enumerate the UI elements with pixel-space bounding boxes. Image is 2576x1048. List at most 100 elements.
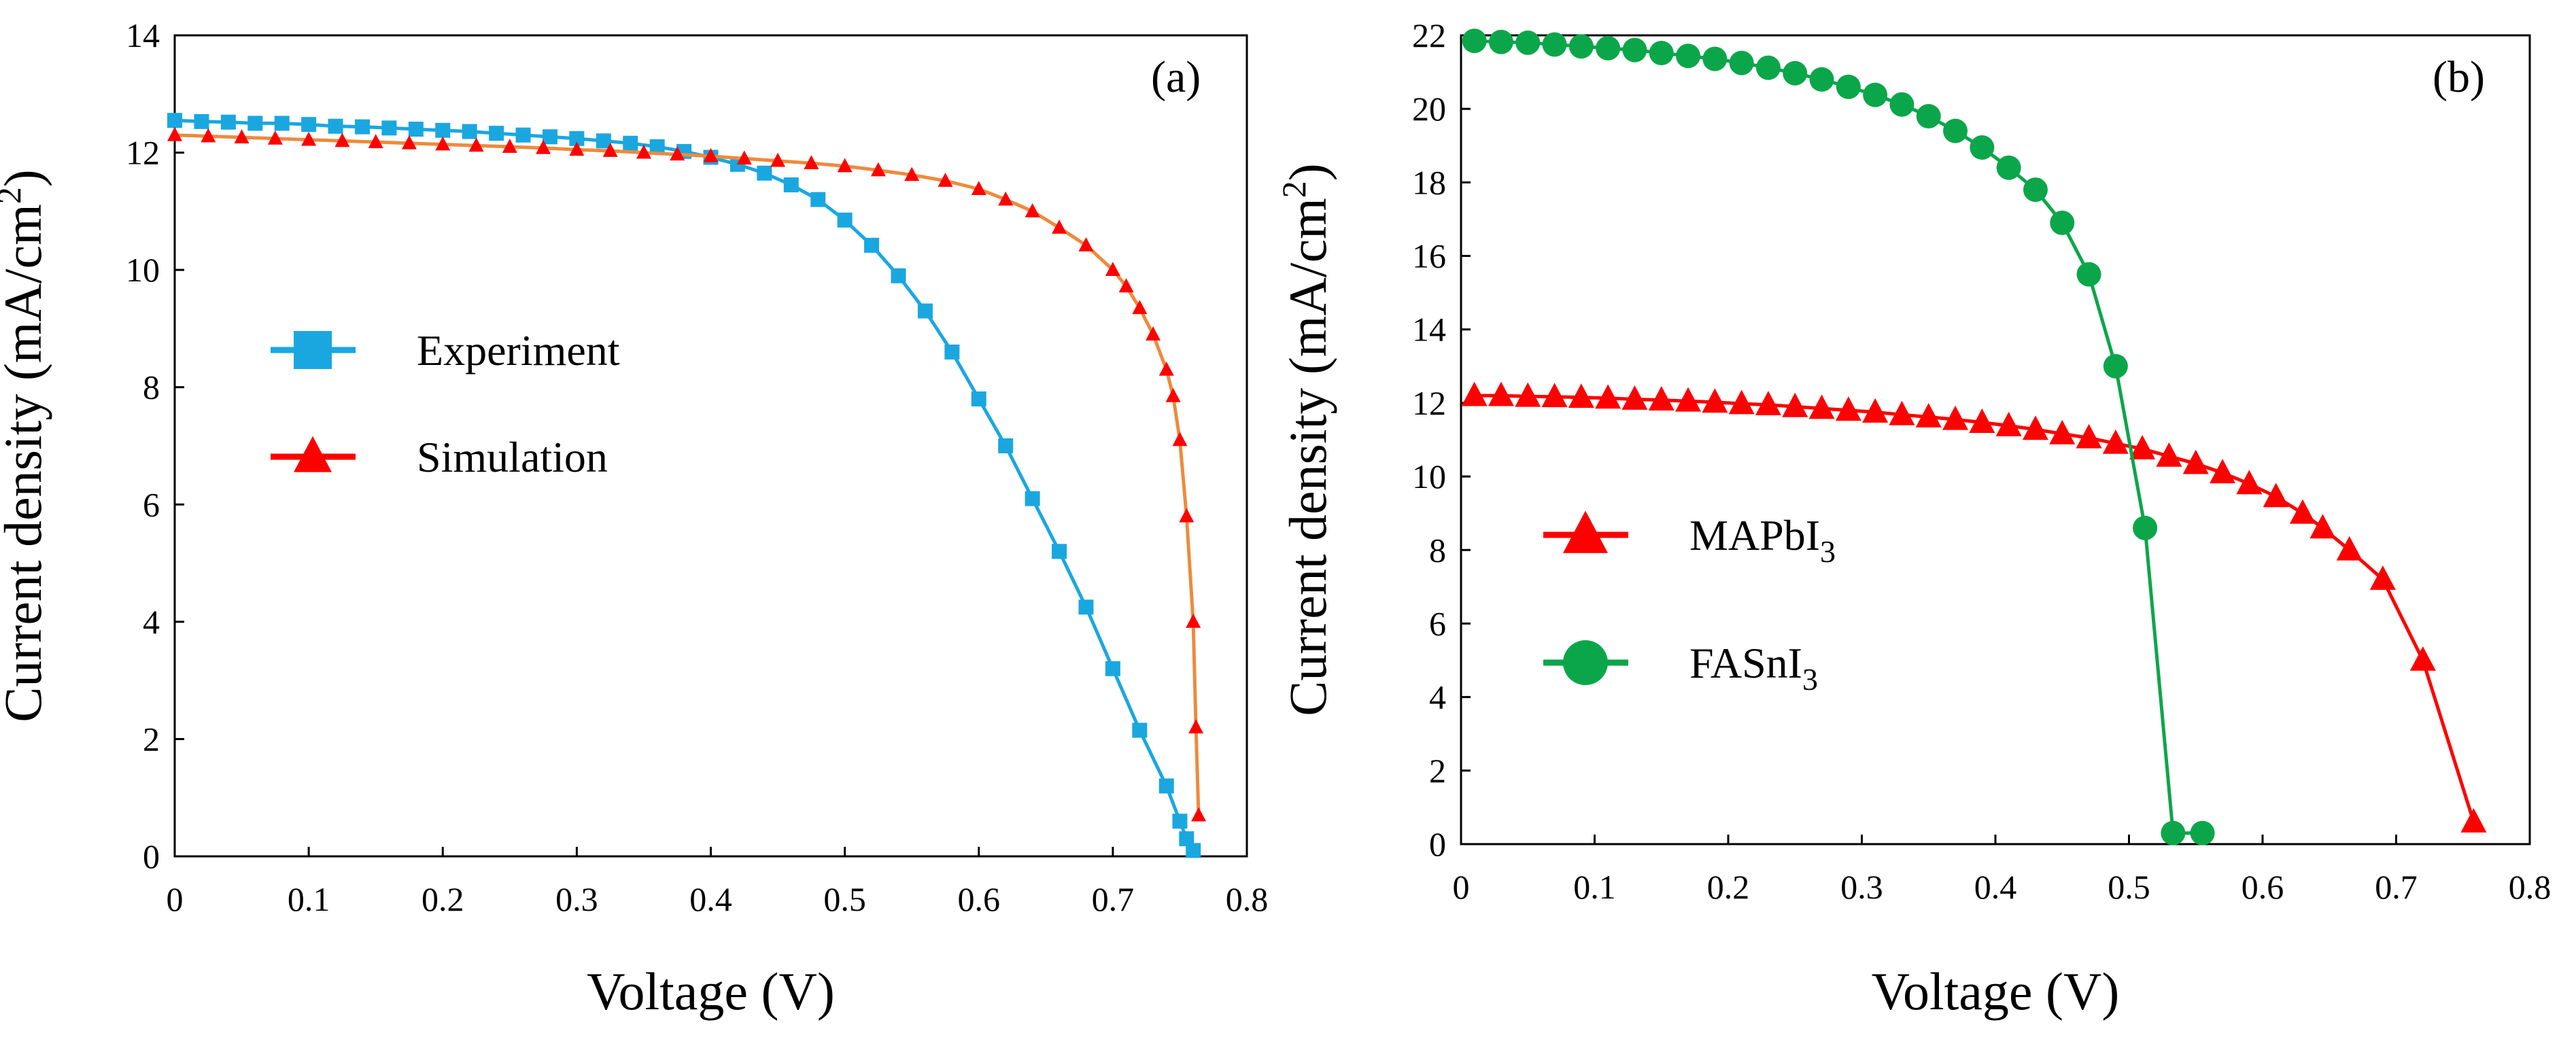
data-point [1132, 722, 1148, 738]
data-point [1621, 385, 1648, 410]
x-tick-label: 0.7 [2375, 868, 2418, 906]
data-point [2336, 536, 2363, 561]
legend-marker [294, 436, 332, 472]
y-tick-label: 0 [143, 837, 160, 875]
data-point [1969, 408, 1995, 433]
data-point [1158, 778, 1174, 794]
data-point [1146, 326, 1161, 340]
data-point [2236, 470, 2263, 495]
data-point [468, 137, 484, 152]
data-point [971, 181, 986, 195]
data-point [623, 135, 638, 151]
data-point [1729, 50, 1754, 75]
series-fasni3 [1462, 29, 2215, 845]
data-point [2050, 210, 2075, 235]
y-tick-label: 12 [126, 134, 160, 172]
x-tick-label: 0.6 [958, 880, 1001, 918]
y-tick-label: 14 [126, 16, 160, 54]
data-point [201, 128, 216, 143]
series-line [1474, 39, 2203, 835]
data-point [1595, 384, 1621, 409]
data-point [1052, 544, 1067, 559]
y-tick-label: 18 [1412, 163, 1446, 201]
data-point [536, 139, 551, 154]
x-tick-label: 0.2 [1707, 868, 1750, 906]
data-point [944, 344, 960, 360]
x-tick-label: 0.6 [2242, 868, 2284, 906]
data-point [2190, 820, 2215, 845]
data-point [274, 116, 290, 131]
data-point [1702, 46, 1728, 71]
x-tick-label: 0.3 [555, 880, 598, 918]
data-point [1916, 104, 1941, 128]
data-point [1862, 398, 1889, 423]
legend-label-main: Experiment [417, 326, 620, 374]
data-point [1462, 29, 1487, 54]
data-point [2263, 483, 2289, 508]
data-point [1105, 661, 1120, 676]
data-point [1186, 613, 1201, 628]
panel-a: 0 0.1 0.2 0.3 0.4 0.5 0.6 0.7 0.8 0 2 4 6 8 10 12 14 Volt… [0, 16, 1268, 1021]
x-tick-label: 0.2 [422, 880, 464, 918]
data-point [2369, 565, 2396, 590]
data-point [1542, 32, 1567, 57]
panel-b: 0 0.1 0.2 0.3 0.4 0.5 0.6 0.7 0.8 0 2 4 6 8 10 12 14 16 18… [1275, 16, 2551, 1021]
data-point [408, 122, 424, 137]
data-point [1515, 30, 1541, 55]
legend-marker [294, 331, 332, 369]
data-point [1132, 300, 1148, 315]
data-point [1836, 74, 1861, 99]
data-point [1702, 388, 1728, 413]
data-point [381, 120, 397, 136]
x-tick-label: 0.3 [1840, 868, 1883, 906]
y-tick-label: 20 [1412, 90, 1446, 128]
x-tick-label: 0.5 [2108, 868, 2150, 906]
data-point [2129, 435, 2156, 459]
data-point [770, 152, 786, 167]
legend-label-subscript: 3 [1820, 534, 1836, 569]
data-point [1728, 389, 1755, 415]
data-point [462, 124, 477, 139]
data-point [670, 146, 685, 161]
y-axis-title-superscript: 2 [0, 187, 28, 204]
legend-label-main: FASnI [1689, 639, 1802, 687]
data-point [1461, 381, 1488, 406]
data-point [1596, 35, 1621, 60]
data-point [2289, 499, 2316, 524]
y-tick-label: 6 [1429, 604, 1446, 642]
data-point [837, 212, 853, 228]
x-tick-label: 0.1 [1573, 868, 1616, 906]
data-point [1676, 43, 1701, 69]
data-point [938, 173, 953, 187]
data-point [2023, 177, 2048, 203]
data-point [1995, 411, 2022, 436]
data-point [998, 438, 1014, 453]
data-point [998, 191, 1014, 206]
y-axis-title-main: Current density (mA/cm [1278, 198, 1337, 716]
x-tick-label: 0.5 [823, 880, 866, 918]
data-point [354, 119, 370, 135]
legend-label-subscript: 3 [1802, 662, 1818, 697]
data-point [757, 165, 772, 181]
x-tick-label: 0 [167, 880, 184, 918]
data-point [2210, 459, 2236, 484]
data-point [837, 158, 853, 173]
legend-entry: Experiment [271, 326, 620, 374]
data-point [489, 126, 504, 141]
data-point [569, 130, 585, 146]
data-point [736, 150, 752, 165]
data-point [1942, 405, 1969, 430]
data-point [234, 129, 250, 144]
data-point [1025, 203, 1040, 217]
data-point [1915, 402, 1942, 427]
y-tick-label: 14 [1412, 311, 1446, 349]
data-point [1078, 599, 1094, 615]
data-point [1515, 382, 1541, 407]
data-point [1622, 37, 1647, 63]
data-point [1889, 92, 1914, 117]
data-point [2076, 423, 2102, 449]
data-point [2049, 419, 2076, 444]
data-point [1863, 82, 1888, 107]
y-tick-label: 10 [1412, 457, 1446, 495]
